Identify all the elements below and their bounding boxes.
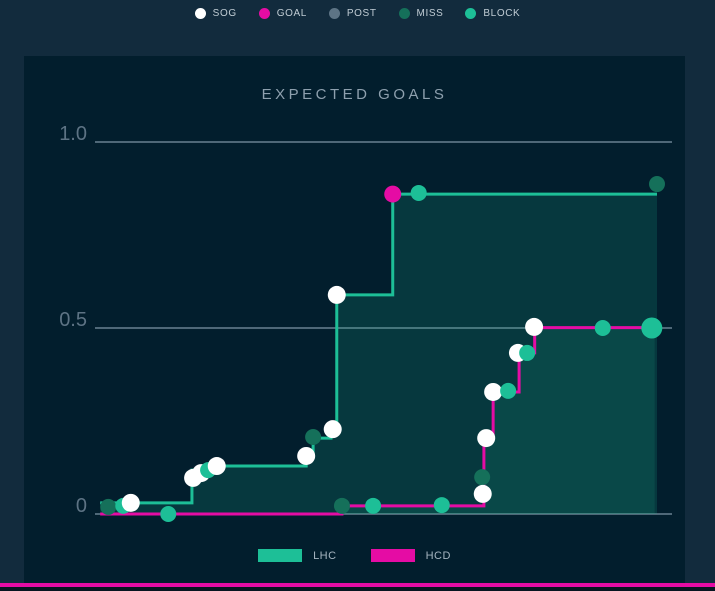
lhc-swatch bbox=[258, 549, 303, 562]
event-marker-block-hcd[interactable] bbox=[160, 506, 177, 522]
chart-title: EXPECTED GOALS bbox=[261, 86, 448, 103]
event-marker-sog-hcd[interactable] bbox=[473, 484, 492, 503]
event-marker-sog-lhc[interactable] bbox=[323, 420, 342, 439]
legend-item-goal[interactable]: GOAL bbox=[258, 8, 307, 19]
footer-strip bbox=[0, 587, 715, 591]
xg-step-chart: 1.0 0.5 0 bbox=[59, 123, 672, 522]
event-marker-block-hcd[interactable] bbox=[433, 497, 450, 514]
event-marker-miss-lhc[interactable] bbox=[648, 176, 665, 193]
event-legend: SOG GOAL POST MISS BLOCK bbox=[0, 8, 715, 19]
event-marker-block-hcd[interactable] bbox=[519, 344, 536, 361]
event-marker-sog-lhc[interactable] bbox=[121, 493, 140, 512]
legend-item-block[interactable]: BLOCK bbox=[465, 8, 520, 19]
event-marker-goal-lhc[interactable] bbox=[384, 185, 402, 203]
legend-label-sog: SOG bbox=[212, 8, 237, 19]
event-marker-sog-lhc[interactable] bbox=[297, 446, 316, 465]
legend-label-miss: MISS bbox=[416, 8, 444, 19]
legend-label-lhc: LHC bbox=[313, 549, 337, 562]
event-marker-block-hcd[interactable] bbox=[594, 320, 611, 336]
event-marker-miss-hcd[interactable] bbox=[474, 469, 491, 486]
event-marker-sog-hcd[interactable] bbox=[484, 382, 503, 401]
legend-label-post: POST bbox=[346, 8, 377, 19]
event-marker-miss-lhc[interactable] bbox=[100, 498, 117, 515]
team-legend: LHC HCD bbox=[24, 549, 685, 562]
event-marker-block-hcd[interactable] bbox=[500, 382, 517, 399]
legend-item-miss[interactable]: MISS bbox=[398, 8, 444, 19]
ytick-0.5: 0.5 bbox=[59, 309, 87, 331]
event-marker-block-lhc[interactable] bbox=[410, 184, 427, 201]
area-fill-hcd bbox=[100, 327, 655, 514]
event-marker-miss-lhc[interactable] bbox=[305, 428, 322, 445]
goal-dot-icon bbox=[258, 8, 270, 19]
miss-dot-icon bbox=[398, 8, 410, 19]
area-fill-lhc bbox=[100, 194, 657, 514]
legend-label-hcd: HCD bbox=[425, 549, 451, 562]
accent-bar bbox=[0, 583, 715, 587]
ytick-0: 0 bbox=[76, 495, 87, 517]
ytick-1.0: 1.0 bbox=[59, 123, 87, 145]
post-dot-icon bbox=[328, 8, 340, 19]
event-marker-block-hcd[interactable] bbox=[641, 317, 663, 339]
legend-item-post[interactable]: POST bbox=[328, 8, 377, 19]
sog-dot-icon bbox=[194, 8, 206, 19]
legend-label-block: BLOCK bbox=[483, 8, 521, 19]
legend-item-hcd[interactable]: HCD bbox=[370, 549, 451, 562]
legend-item-lhc[interactable]: LHC bbox=[258, 549, 337, 562]
hcd-swatch bbox=[370, 549, 415, 562]
legend-label-goal: GOAL bbox=[276, 8, 307, 19]
event-marker-sog-hcd[interactable] bbox=[477, 429, 496, 448]
legend-item-sog[interactable]: SOG bbox=[194, 8, 237, 19]
event-marker-block-hcd[interactable] bbox=[365, 497, 382, 514]
expected-goals-card: EXPECTED GOALS 1.0 0.5 0 LHC HCD bbox=[24, 56, 685, 584]
block-dot-icon bbox=[465, 8, 477, 19]
event-marker-sog-lhc[interactable] bbox=[327, 285, 346, 304]
event-marker-miss-hcd[interactable] bbox=[333, 497, 350, 514]
event-marker-sog-hcd[interactable] bbox=[525, 317, 544, 336]
event-marker-sog-lhc[interactable] bbox=[207, 457, 226, 476]
